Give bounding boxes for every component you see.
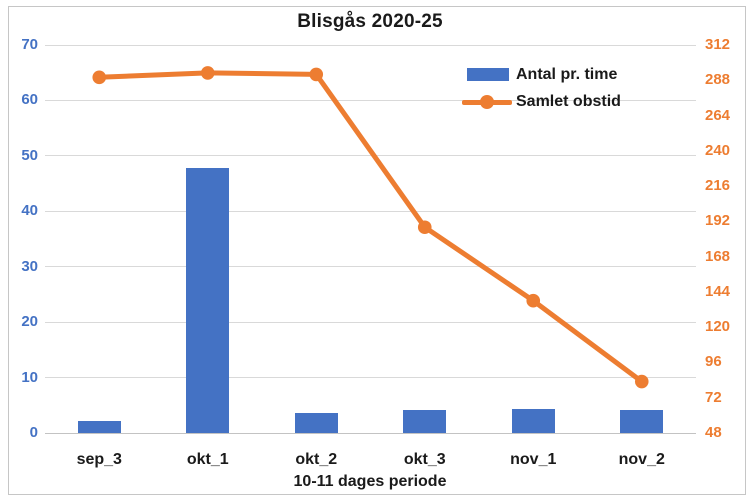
left-axis-tick: 0 (29, 424, 38, 441)
right-axis-tick: 192 (705, 212, 731, 230)
left-axis-tick: 20 (21, 313, 38, 331)
gridline (45, 266, 696, 268)
right-axis-tick: 144 (705, 282, 731, 300)
right-axis-tick: 216 (705, 177, 731, 195)
right-axis-tick: 312 (705, 36, 731, 53)
legend-item-bar-series: Antal pr. time (462, 61, 621, 88)
gridline (45, 321, 696, 323)
x-axis-label: okt_2 (295, 451, 338, 468)
x-axis-label: nov_2 (618, 451, 665, 468)
legend-item-line-series: Samlet obstid (462, 88, 621, 115)
gridline (45, 377, 696, 379)
bar (620, 409, 664, 433)
left-axis-tick: 60 (21, 91, 38, 109)
legend-label-line: Samlet obstid (516, 92, 621, 110)
right-axis-tick: 72 (705, 388, 722, 406)
chart-title: Blisgås 2020-25 (297, 11, 443, 32)
right-axis-tick: 288 (705, 71, 731, 89)
legend-label-bar: Antal pr. time (516, 65, 618, 83)
x-axis-label: okt_3 (403, 451, 446, 468)
gridline (45, 155, 696, 157)
x-axis-label: sep_3 (76, 451, 122, 468)
bar (511, 408, 555, 433)
right-axis-tick: 264 (705, 106, 731, 124)
legend: Antal pr. time Samlet obstid (462, 61, 621, 115)
right-axis-tick: 240 (705, 141, 731, 159)
bar (77, 421, 121, 433)
right-axis-tick: 120 (705, 318, 731, 336)
bar (294, 413, 338, 433)
x-axis-label: nov_1 (510, 451, 557, 468)
right-axis-tick: 96 (705, 353, 722, 371)
right-axis-tick: 168 (705, 247, 731, 265)
bar (403, 409, 447, 433)
x-axis-title: 10-11 dages periode (293, 473, 447, 490)
left-axis-tick: 40 (21, 202, 38, 220)
left-axis-tick: 70 (21, 36, 38, 53)
left-axis-tick: 10 (21, 368, 38, 386)
bar-swatch-icon (467, 68, 509, 81)
left-axis-tick: 50 (21, 146, 38, 164)
gridline (45, 210, 696, 212)
x-axis-label: okt_1 (186, 451, 229, 468)
line-marker-swatch-icon (462, 94, 512, 109)
gridline (45, 44, 696, 46)
right-axis-tick: 48 (705, 424, 722, 441)
left-axis-tick: 30 (21, 257, 38, 275)
gridline (45, 432, 696, 434)
bar (186, 168, 230, 433)
